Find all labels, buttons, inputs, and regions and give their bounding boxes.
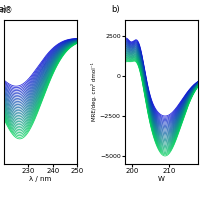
Y-axis label: MRE/deg. cm² dmol⁻¹: MRE/deg. cm² dmol⁻¹	[91, 63, 97, 121]
Text: n®: n®	[0, 6, 12, 15]
X-axis label: λ / nm: λ / nm	[29, 176, 52, 182]
X-axis label: W: W	[158, 176, 165, 182]
Text: b): b)	[112, 5, 120, 14]
Text: a): a)	[0, 5, 7, 14]
